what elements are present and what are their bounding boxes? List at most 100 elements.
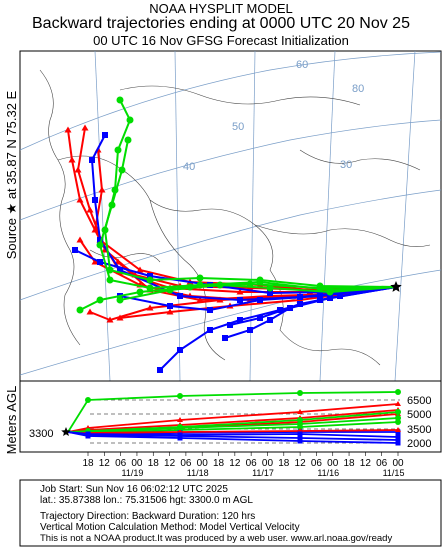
- date-label: 11/15: [383, 468, 405, 478]
- trajectory-marker: [68, 156, 76, 163]
- trajectory-marker: [207, 327, 213, 333]
- trajectory-marker: [92, 197, 98, 203]
- title-line-2: Backward trajectories ending at 0000 UTC…: [32, 15, 410, 32]
- trajectory-marker: [118, 166, 126, 174]
- trajectory-marker: [86, 206, 94, 213]
- time-tick-label: 06: [180, 458, 192, 469]
- info-disclaimer: This is not a NOAA product.It was produc…: [40, 533, 393, 544]
- trajectory-marker: [91, 226, 99, 233]
- time-tick-label: 00: [131, 458, 143, 469]
- trajectory-marker: [247, 327, 253, 333]
- graticule: [19, 50, 442, 382]
- lat-label-60: 60: [296, 59, 308, 71]
- trajectory-marker: [117, 267, 123, 273]
- height-marker: [177, 417, 183, 422]
- date-label: 11/17: [252, 468, 274, 478]
- trajectory-marker: [96, 296, 104, 304]
- info-vertical-method: Vertical Motion Calculation Method: Mode…: [40, 522, 300, 533]
- height-marker: [395, 440, 401, 446]
- trajectory-marker: [316, 282, 324, 290]
- height-marker: [297, 435, 303, 441]
- height-marker: [177, 424, 183, 430]
- trajectory-marker: [237, 297, 243, 303]
- trajectory-marker: [236, 288, 244, 295]
- trajectory-marker: [136, 288, 144, 296]
- info-job-start: Job Start: Sun Nov 16 06:02:12 UTC 2025: [40, 484, 228, 495]
- map-frame: [19, 50, 442, 382]
- trajectory-marker: [146, 304, 154, 311]
- info-frame: [19, 479, 442, 547]
- trajectory-marker: [257, 315, 263, 321]
- time-tick-label: 18: [343, 458, 355, 469]
- trajectory-marker: [76, 306, 84, 314]
- time-tick-label: 12: [360, 458, 372, 469]
- time-axis: 18 12 06 00 18 12 06 00 18 12 06 00 18 12 06 00 18 12 06 00…: [82, 452, 404, 478]
- map-panel: 60 50 40 30 80: [19, 50, 442, 382]
- trajectory-marker: [72, 247, 78, 253]
- height-marker: [395, 427, 401, 432]
- height-marker: [177, 432, 183, 438]
- trajectory-marker: [166, 308, 174, 315]
- source-star-icon: [390, 281, 402, 292]
- height-marker: [85, 431, 91, 437]
- trajectory-marker: [177, 293, 183, 299]
- trajectory-marker: [106, 266, 114, 274]
- time-tick-label: 06: [311, 458, 323, 469]
- trajectory-marker: [76, 196, 84, 203]
- trajectory-marker: [267, 290, 273, 296]
- map-trajectories: [64, 96, 402, 373]
- height-marker: [85, 397, 91, 403]
- height-marker: [297, 409, 303, 414]
- height-marker: [395, 437, 401, 443]
- height-marker: [395, 389, 401, 395]
- lat-label-30: 30: [340, 159, 352, 171]
- trajectory-marker: [196, 296, 204, 303]
- title-line-1: NOAA HYSPLIT MODEL: [149, 1, 293, 16]
- date-label: 11/18: [187, 468, 209, 478]
- time-tick-label: 18: [213, 458, 225, 469]
- lon-label-80: 80: [352, 83, 364, 95]
- trajectory-marker: [102, 132, 108, 138]
- trajectory-marker: [116, 314, 124, 321]
- info-direction: Trajectory Direction: Backward Duration:…: [40, 511, 256, 522]
- trajectory-marker: [256, 276, 264, 284]
- trajectory-marker: [317, 293, 323, 299]
- height-marker: [297, 431, 303, 437]
- trajectory-marker: [166, 286, 174, 294]
- height-marker: [297, 390, 303, 396]
- time-tick-label: 00: [327, 458, 339, 469]
- date-label: 11/19: [122, 468, 144, 478]
- map-trajectory-green: [119, 283, 397, 301]
- trajectory-marker: [91, 258, 99, 265]
- time-tick-label: 06: [246, 458, 258, 469]
- trajectory-marker: [96, 241, 104, 249]
- date-label: 11/16: [317, 468, 339, 478]
- time-tick-label: 00: [392, 458, 404, 469]
- height-marker: [395, 434, 401, 440]
- trajectory-marker: [97, 237, 103, 243]
- trajectory-marker: [297, 294, 303, 300]
- trajectory-marker: [64, 126, 72, 133]
- trajectory-marker: [326, 288, 334, 296]
- time-tick-label: 18: [82, 458, 94, 469]
- time-tick-label: 12: [229, 458, 241, 469]
- trajectory-marker: [136, 266, 144, 273]
- info-location: lat.: 35.87388 lon.: 75.31506 hgt: 3300.…: [40, 495, 253, 506]
- trajectory-marker: [146, 276, 154, 284]
- trajectory-marker: [337, 293, 343, 299]
- time-tick-label: 12: [164, 458, 176, 469]
- trajectory-marker: [227, 322, 233, 328]
- time-tick-label: 12: [99, 458, 111, 469]
- time-tick-label: 00: [262, 458, 274, 469]
- trajectory-marker: [81, 124, 89, 131]
- trajectory-marker: [157, 367, 163, 373]
- time-tick-label: 06: [115, 458, 127, 469]
- trajectory-marker: [196, 274, 204, 282]
- height-marker: [395, 409, 401, 415]
- trajectory-marker: [297, 301, 303, 307]
- height-panel: 3300 6500 5000 3500 2000: [19, 380, 442, 453]
- trajectory-marker: [207, 307, 213, 313]
- lat-label-40: 40: [183, 161, 195, 173]
- time-tick-label: 06: [376, 458, 388, 469]
